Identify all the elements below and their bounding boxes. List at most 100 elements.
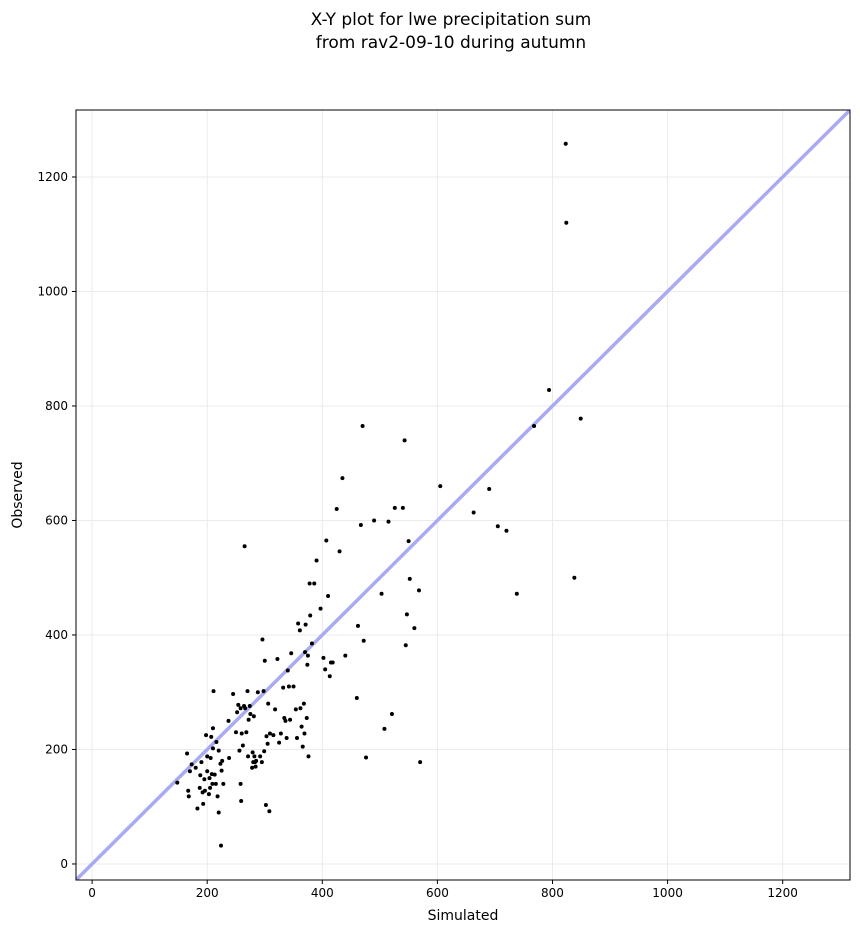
data-point bbox=[202, 777, 207, 782]
data-point bbox=[236, 702, 241, 707]
data-point bbox=[386, 519, 391, 524]
data-point bbox=[302, 731, 307, 736]
data-point bbox=[254, 758, 259, 763]
data-point bbox=[199, 760, 204, 765]
data-point bbox=[354, 695, 359, 700]
data-point bbox=[267, 809, 272, 814]
data-point bbox=[221, 781, 226, 786]
data-point bbox=[250, 750, 255, 755]
data-point bbox=[255, 690, 260, 695]
data-point bbox=[303, 650, 308, 655]
data-point bbox=[262, 749, 267, 754]
data-point bbox=[211, 689, 216, 694]
data-point bbox=[324, 538, 329, 543]
data-point bbox=[278, 731, 283, 736]
data-point bbox=[564, 220, 569, 225]
data-point bbox=[245, 689, 250, 694]
data-point bbox=[358, 523, 363, 528]
data-point bbox=[304, 715, 309, 720]
data-point bbox=[285, 668, 290, 673]
data-point bbox=[504, 528, 509, 533]
data-point bbox=[262, 658, 267, 663]
data-point bbox=[187, 769, 192, 774]
data-point bbox=[243, 706, 248, 711]
data-point bbox=[372, 518, 377, 523]
data-point bbox=[238, 706, 243, 711]
data-point bbox=[294, 736, 299, 741]
data-point bbox=[266, 701, 271, 706]
data-point bbox=[364, 755, 369, 760]
data-point bbox=[259, 760, 264, 765]
data-point bbox=[438, 484, 443, 489]
data-point bbox=[418, 760, 423, 765]
data-point bbox=[334, 507, 339, 512]
x-axis-ticks: 0 200 400 600 800 1000 1200 bbox=[88, 880, 798, 900]
x-tick-label: 600 bbox=[426, 886, 449, 900]
data-point bbox=[186, 788, 191, 793]
data-point bbox=[299, 724, 304, 729]
data-point bbox=[213, 781, 218, 786]
data-point bbox=[514, 591, 519, 596]
data-point bbox=[209, 734, 214, 739]
data-point bbox=[239, 731, 244, 736]
x-tick-label: 0 bbox=[88, 886, 96, 900]
data-point bbox=[265, 741, 270, 746]
data-point bbox=[404, 612, 409, 617]
data-point bbox=[264, 734, 269, 739]
y-axis-label: Observed bbox=[10, 461, 26, 528]
data-point bbox=[210, 726, 215, 731]
data-point bbox=[487, 486, 492, 491]
data-point bbox=[246, 717, 251, 722]
data-point bbox=[307, 581, 312, 586]
data-point bbox=[392, 505, 397, 510]
data-point bbox=[416, 588, 421, 593]
y-tick-label: 800 bbox=[45, 399, 68, 413]
x-tick-label: 1200 bbox=[767, 886, 798, 900]
x-tick-label: 400 bbox=[311, 886, 334, 900]
data-point bbox=[407, 576, 412, 581]
data-point bbox=[314, 558, 319, 563]
data-point bbox=[216, 810, 221, 815]
data-point bbox=[343, 653, 348, 658]
data-point bbox=[260, 637, 265, 642]
data-point bbox=[252, 754, 257, 759]
data-point bbox=[340, 476, 345, 481]
data-point bbox=[563, 141, 568, 146]
data-point bbox=[406, 539, 411, 544]
data-point bbox=[267, 731, 272, 736]
data-point bbox=[244, 730, 249, 735]
data-point bbox=[412, 626, 417, 631]
data-point bbox=[355, 623, 360, 628]
data-point bbox=[297, 628, 302, 633]
data-point bbox=[247, 703, 252, 708]
data-point bbox=[309, 641, 314, 646]
data-point bbox=[208, 785, 213, 790]
data-point bbox=[233, 730, 238, 735]
data-point bbox=[300, 744, 305, 749]
data-point bbox=[323, 667, 328, 672]
data-point bbox=[312, 581, 317, 586]
data-point bbox=[231, 691, 236, 696]
data-point bbox=[261, 689, 266, 694]
y-tick-label: 400 bbox=[45, 628, 68, 642]
data-point bbox=[186, 794, 191, 799]
data-point bbox=[327, 674, 332, 679]
data-point bbox=[246, 754, 251, 759]
data-point bbox=[195, 806, 200, 811]
y-tick-label: 1000 bbox=[37, 284, 68, 298]
data-point bbox=[219, 768, 224, 773]
data-point bbox=[289, 651, 294, 656]
data-point bbox=[532, 424, 537, 429]
x-axis-label: Simulated bbox=[428, 908, 499, 924]
data-point bbox=[306, 754, 311, 759]
data-point bbox=[189, 762, 194, 767]
data-point bbox=[275, 657, 280, 662]
data-point bbox=[291, 684, 296, 689]
data-point bbox=[286, 684, 291, 689]
data-point bbox=[204, 733, 209, 738]
data-point bbox=[326, 594, 331, 599]
data-point bbox=[215, 794, 220, 799]
data-point bbox=[208, 756, 213, 761]
data-point bbox=[337, 549, 342, 554]
